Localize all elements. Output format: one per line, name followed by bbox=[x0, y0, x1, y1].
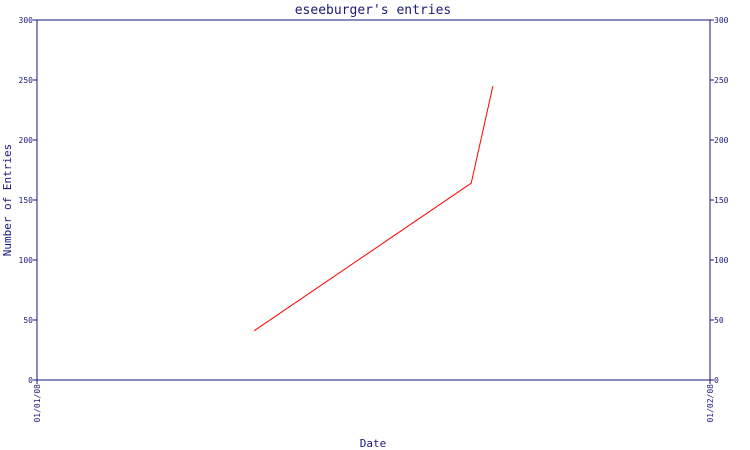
y-tick-label: 100 bbox=[19, 256, 34, 265]
y-tick-label: 300 bbox=[19, 16, 34, 25]
y-tick-label: 200 bbox=[19, 136, 34, 145]
y-tick-label-right: 250 bbox=[714, 76, 729, 85]
y-tick-label: 250 bbox=[19, 76, 34, 85]
series-line bbox=[253, 85, 494, 332]
y-tick-label-right: 50 bbox=[714, 316, 724, 325]
y-axis-title: Number of Entries bbox=[1, 144, 14, 257]
x-axis: 01/01/08 01/02/08 bbox=[33, 380, 715, 423]
x-tick-label: 01/02/08 bbox=[706, 384, 715, 423]
chart-title: eseeburger's entries bbox=[295, 3, 452, 18]
y-tick-label-right: 0 bbox=[714, 376, 719, 385]
series-group bbox=[253, 85, 494, 332]
y-tick-label-right: 150 bbox=[714, 196, 729, 205]
y-tick-label-right: 300 bbox=[714, 16, 729, 25]
plot-area bbox=[36, 19, 711, 381]
y-axis-left: 0 50 100 150 200 250 300 bbox=[19, 16, 37, 385]
x-axis-title: Date bbox=[360, 437, 387, 450]
y-axis-right: 0 50 100 150 200 250 300 bbox=[710, 16, 729, 385]
y-tick-label-right: 200 bbox=[714, 136, 729, 145]
x-tick-label: 01/01/08 bbox=[33, 384, 42, 423]
y-tick-label: 0 bbox=[28, 376, 33, 385]
y-tick-label-right: 100 bbox=[714, 256, 729, 265]
y-tick-label: 50 bbox=[23, 316, 33, 325]
y-tick-label: 150 bbox=[19, 196, 34, 205]
